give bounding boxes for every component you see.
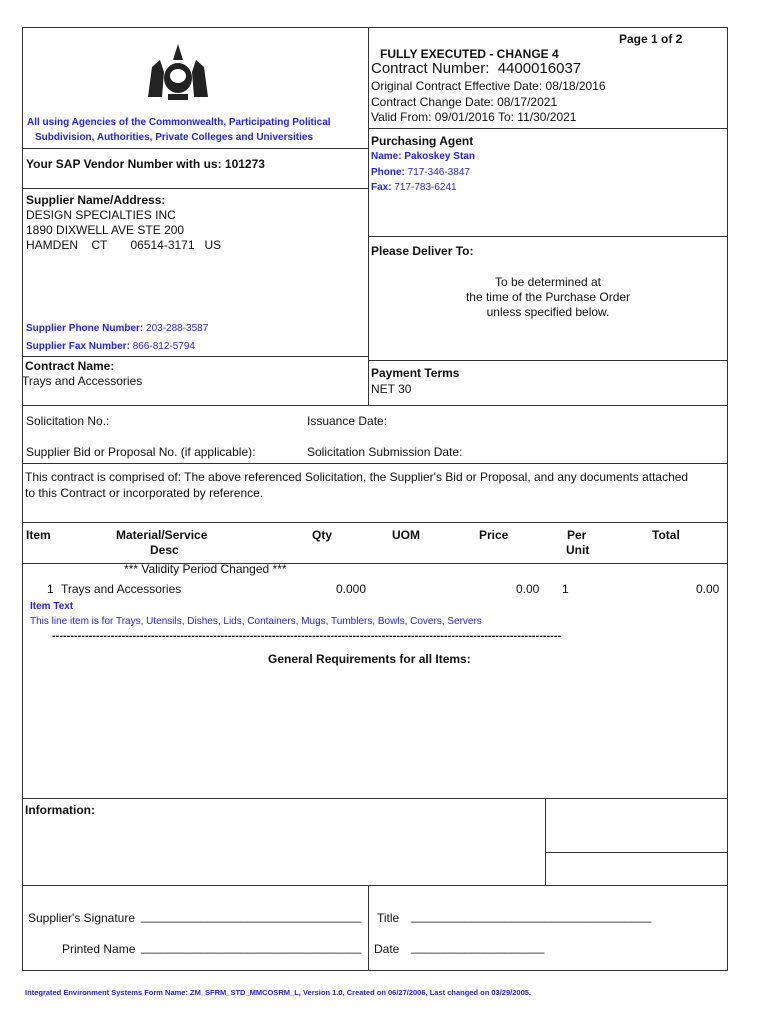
col-per: Per (567, 528, 587, 542)
title-label: Title (377, 911, 400, 925)
divider (368, 885, 369, 971)
submission-date: Solicitation Submission Date: (307, 445, 463, 459)
divider (22, 885, 728, 886)
border (22, 27, 23, 971)
deliver-to-line: To be determined at (494, 275, 602, 289)
contract-name-value: Trays and Accessories (22, 374, 143, 388)
col-desc: Desc (150, 543, 179, 557)
border (727, 27, 728, 971)
agencies-line-2: Subdivision, Authorities, Private Colleg… (35, 132, 314, 143)
issuance-date: Issuance Date: (307, 414, 388, 428)
divider (22, 356, 368, 357)
original-effective-date: Original Contract Effective Date: 08/18/… (371, 79, 606, 93)
supplier-bid-no: Supplier Bid or Proposal No. (if applica… (26, 445, 256, 459)
divider (22, 563, 728, 564)
divider (22, 405, 728, 406)
supplier-label: Supplier Name/Address: (26, 193, 166, 207)
valid-period: Valid From: 09/01/2016 To: 11/30/2021 (371, 110, 577, 124)
supplier-phone: Supplier Phone Number: 203-288-3587 (26, 323, 209, 334)
divider (22, 148, 368, 149)
contract-change-date: Contract Change Date: 08/17/2021 (371, 95, 558, 109)
solicitation-no: Solicitation No.: (26, 414, 110, 428)
divider (22, 463, 728, 464)
divider (368, 236, 728, 237)
item-text: This line item is for Trays, Utensils, D… (30, 616, 482, 627)
divider (22, 798, 728, 799)
contract-status: FULLY EXECUTED - CHANGE 4 (380, 47, 559, 61)
divider (545, 798, 546, 885)
supplier-city: HAMDEN CT 06514-3171 US (26, 238, 222, 252)
separator: ----------------------------------------… (52, 630, 562, 642)
col-desc: Material/Service (116, 528, 208, 542)
general-requirements: General Requirements for all Items: (268, 652, 471, 666)
supplier-street: 1890 DIXWELL AVE STE 200 (26, 223, 185, 237)
agent-fax: Fax: 717-783-6241 (371, 182, 457, 193)
agent-name: Name: Pakoskey Stan (371, 151, 475, 162)
form-footer: Integrated Environment Systems Form Name… (25, 988, 531, 997)
divider (545, 852, 728, 853)
comprised-text: This contract is comprised of: The above… (25, 470, 689, 484)
deliver-to-label: Please Deliver To: (371, 244, 474, 258)
signature-label: Supplier's Signature (28, 911, 136, 925)
page-number: Page 1 of 2 (619, 32, 683, 46)
agencies-line-1: All using Agencies of the Commonwealth, … (27, 117, 331, 128)
printed-name-label: Printed Name (62, 942, 136, 956)
deliver-to-line: unless specified below. (486, 305, 610, 319)
divider (22, 522, 728, 523)
col-per: Unit (566, 543, 590, 557)
date-label: Date (374, 942, 400, 956)
contract-name-label: Contract Name: (25, 359, 115, 373)
divider (368, 128, 728, 129)
signature-field[interactable]: _________________________________ (141, 909, 362, 923)
agent-phone: Phone: 717-346-3847 (371, 167, 470, 178)
purchasing-agent-label: Purchasing Agent (371, 134, 474, 148)
col-total: Total (652, 528, 680, 542)
col-qty: Qty (312, 528, 333, 542)
col-item: Item (26, 528, 51, 542)
printed-name-field[interactable]: _________________________________ (141, 940, 362, 954)
deliver-to-line: the time of the Purchase Order (465, 290, 631, 304)
sap-vendor-number: Your SAP Vendor Number with us: 101273 (26, 157, 265, 171)
payment-terms-label: Payment Terms (371, 366, 460, 380)
supplier-fax: Supplier Fax Number: 866-812-5794 (26, 341, 195, 352)
divider (368, 27, 369, 405)
validity-notice: *** Validity Period Changed *** (124, 562, 287, 576)
item-text-label: Item Text (30, 601, 74, 612)
contract-number: Contract Number: 4400016037 (371, 60, 582, 77)
supplier-name: DESIGN SPECIALTIES INC (26, 208, 176, 222)
border (22, 27, 728, 28)
commonwealth-seal-logo (148, 44, 208, 100)
information-label: Information: (25, 803, 95, 817)
col-uom: UOM (392, 528, 420, 542)
divider (368, 360, 728, 361)
title-field[interactable]: ____________________________________ (411, 909, 652, 923)
comprised-text: to this Contract or incorporated by refe… (25, 486, 264, 500)
date-field[interactable]: ____________________ (411, 940, 545, 954)
border (22, 970, 728, 971)
payment-terms-value: NET 30 (371, 382, 412, 396)
col-price: Price (479, 528, 509, 542)
divider (22, 188, 368, 189)
